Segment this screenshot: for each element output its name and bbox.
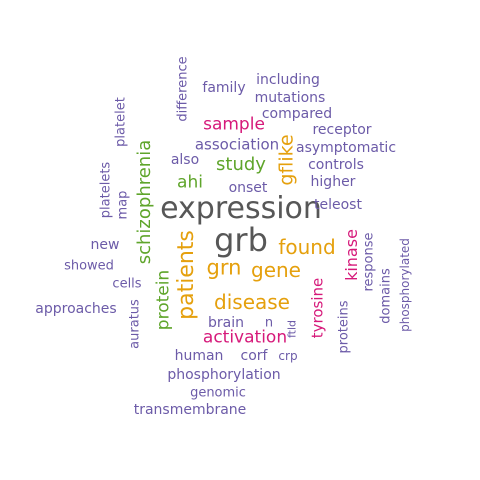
word-disease: disease	[214, 290, 290, 314]
word-proteins: proteins	[336, 300, 352, 354]
word-difference: difference	[175, 56, 191, 122]
word-grb: grb	[214, 221, 268, 259]
word-patients: patients	[174, 230, 199, 320]
word-brain: brain	[208, 315, 244, 331]
word-controls: controls	[308, 157, 364, 173]
word-corf: corf	[240, 348, 268, 364]
word-approaches: approaches	[35, 301, 117, 317]
word-also: also	[170, 152, 200, 168]
word-sample: sample	[203, 114, 265, 135]
word-asymptomatic: asymptomatic	[295, 140, 397, 156]
word-n: n	[264, 315, 274, 331]
word-domains: domains	[378, 268, 394, 324]
word-higher: higher	[310, 174, 356, 190]
word-cells: cells	[112, 276, 142, 292]
word-platelets: platelets	[98, 161, 114, 219]
word-ahi: ahi	[177, 172, 203, 193]
word-map: map	[115, 190, 131, 220]
word-crp: crp	[278, 349, 298, 363]
word-phosphorylation: phosphorylation	[167, 367, 281, 383]
word-transmembrane: transmembrane	[133, 402, 247, 418]
word-showed: showed	[64, 258, 114, 274]
word-tyrosine: tyrosine	[308, 277, 327, 339]
word-mutations: mutations	[254, 90, 326, 106]
word-expression: expression	[160, 191, 322, 226]
word-auratus: auratus	[127, 299, 143, 349]
word-grn: grn	[206, 255, 242, 280]
word-human: human	[174, 348, 224, 364]
word-teleost: teleost	[314, 197, 362, 213]
word-genomic: genomic	[190, 385, 246, 401]
word-kinase: kinase	[342, 229, 361, 281]
word-new: new	[90, 237, 120, 253]
word-including: including	[256, 72, 320, 88]
word-schizophrenia: schizophrenia	[134, 139, 155, 265]
word-compared: compared	[261, 106, 333, 122]
word-family: family	[202, 80, 246, 96]
word-gflike: gflike	[275, 134, 298, 186]
word-receptor: receptor	[312, 122, 372, 138]
word-found: found	[278, 235, 336, 259]
word-phosphorylated: phosphorylated	[398, 238, 412, 332]
word-response: response	[361, 232, 377, 292]
word-association: association	[194, 135, 280, 154]
word-protein: protein	[153, 269, 174, 331]
word-study: study	[216, 154, 266, 175]
word-gene: gene	[251, 258, 301, 282]
word-ftld: ftld	[285, 319, 299, 339]
word-activation: activation	[202, 327, 288, 348]
word-onset: onset	[228, 180, 268, 196]
word-platelet: platelet	[113, 97, 129, 147]
